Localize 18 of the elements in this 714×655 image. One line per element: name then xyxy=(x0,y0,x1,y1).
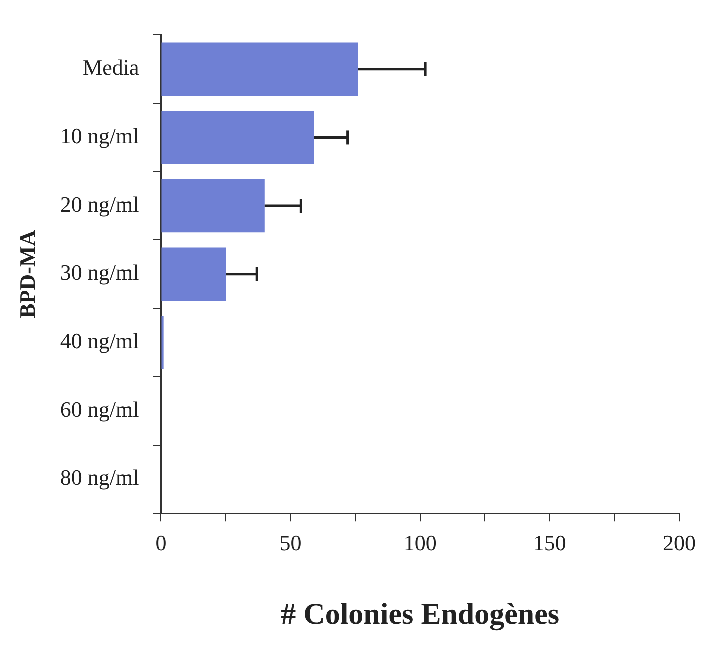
y-tick-label: 60 ng/ml xyxy=(60,396,140,422)
bar xyxy=(162,248,226,302)
x-tick-label: 0 xyxy=(156,530,167,556)
y-tick-label: Media xyxy=(83,55,140,80)
x-tick-label: 150 xyxy=(533,530,566,556)
y-tick-label: 30 ng/ml xyxy=(60,260,140,286)
y-tick-label: 10 ng/ml xyxy=(60,123,140,148)
y-tick-label: 20 ng/ml xyxy=(60,192,140,217)
y-tick-label: 40 ng/ml xyxy=(60,328,140,354)
y-tick-label: 80 ng/ml xyxy=(60,465,140,490)
x-tick-label: 100 xyxy=(404,530,437,556)
bar xyxy=(162,179,265,233)
y-axis-title: BPD-MA xyxy=(14,230,40,318)
bar xyxy=(162,111,314,164)
bar xyxy=(162,42,358,96)
x-tick-label: 50 xyxy=(280,530,302,556)
x-tick-label: 200 xyxy=(663,530,696,556)
x-axis-title: # Colonies Endogènes xyxy=(281,598,560,631)
